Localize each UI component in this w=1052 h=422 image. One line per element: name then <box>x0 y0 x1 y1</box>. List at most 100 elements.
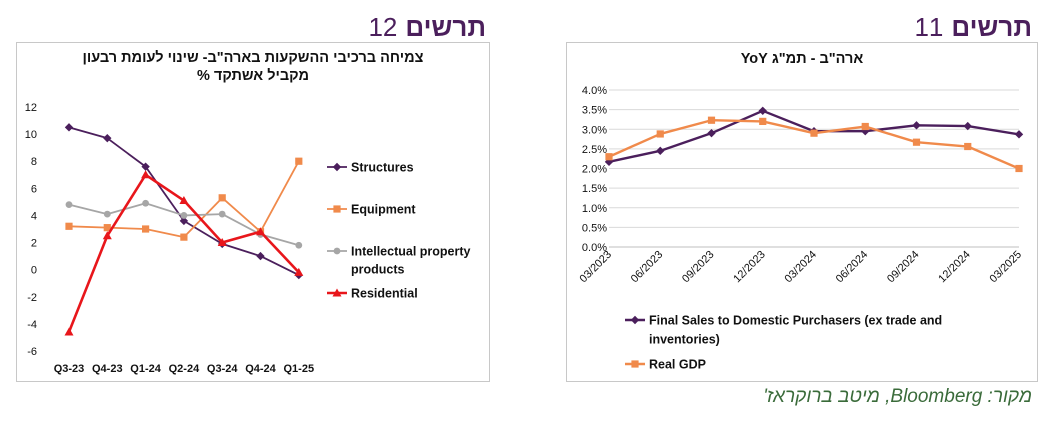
data-point <box>295 241 303 249</box>
legend-swatch-marker <box>332 162 342 172</box>
x-tick-label: 12/2024 <box>936 249 973 286</box>
y-tick-label: 4.0% <box>582 85 607 97</box>
data-point <box>102 231 112 240</box>
x-axis-labels: 03/2023 06/2023 09/2023 12/2023 03/2024 06/20… <box>578 249 1025 286</box>
y-tick-label: 3.5% <box>582 105 607 117</box>
legend-item: Intellectual property products <box>327 245 471 277</box>
legend-label: Equipment <box>351 203 416 217</box>
y-tick-label: -2 <box>27 292 37 304</box>
y-tick-label: 0 <box>31 265 37 277</box>
legend-swatch-marker <box>630 315 640 325</box>
series-residential <box>64 170 304 336</box>
figure-heading-11: תרשים11 <box>914 12 1032 43</box>
data-point <box>759 117 767 125</box>
data-point <box>861 122 869 131</box>
chart-12-title-line: צמיחה ברכיבי ההשקעות בארה"ב- שינוי לעומת… <box>82 50 423 66</box>
y-tick-label: 1.0% <box>582 203 607 215</box>
x-tick-label: 03/2023 <box>578 249 615 286</box>
series-real-gdp <box>605 116 1023 173</box>
data-point <box>256 251 265 261</box>
legend-label: Structures <box>351 161 414 175</box>
x-axis-labels: Q3-23 Q4-23 Q1-24 Q2-24 Q3-24 Q4-24 Q1-25 <box>54 363 314 375</box>
data-point <box>963 121 972 131</box>
data-point <box>707 128 716 138</box>
data-point <box>294 267 304 276</box>
legend-label: Real GDP <box>649 358 706 372</box>
x-tick-label: Q3-24 <box>207 363 238 375</box>
legend-label: Residential <box>351 287 418 301</box>
chart-11-title: ארה"ב - תמ"ג YoY <box>741 51 864 67</box>
data-point <box>217 238 227 247</box>
data-point <box>142 199 149 207</box>
data-point <box>912 138 921 146</box>
data-point <box>964 142 972 151</box>
y-tick-label: 4 <box>31 210 37 222</box>
y-tick-label: -6 <box>27 346 37 358</box>
data-point <box>142 225 150 233</box>
y-tick-label: 12 <box>25 102 37 114</box>
y-tick-label: 1.5% <box>582 183 607 195</box>
x-tick-label: 03/2025 <box>988 249 1025 286</box>
legend-item: Equipment <box>327 203 416 217</box>
legend-swatch-marker <box>333 205 341 213</box>
chart-12-panel: צמיחה ברכיבי ההשקעות בארה"ב- שינוי לעומת… <box>16 42 490 382</box>
y-tick-label: 2 <box>31 238 37 250</box>
data-point <box>758 106 767 116</box>
data-point <box>656 130 664 138</box>
y-axis-ticks: 12 10 8 6 4 2 0 -2 -4 -6 <box>25 102 37 358</box>
source-note: מקור: Bloomberg, מיטב ברוקראז' <box>763 386 1032 407</box>
figure-heading-word: תרשים <box>951 12 1032 42</box>
chart-11-svg: ארה"ב - תמ"ג YoY 4.0% 3.5% 3.0% 2.5% 2.0% 1.5%… <box>578 51 1025 372</box>
y-tick-label: 2.0% <box>582 164 607 176</box>
figure-heading-word: תרשים <box>405 12 486 42</box>
x-tick-label: Q1-24 <box>130 363 161 375</box>
data-point <box>64 327 74 336</box>
figure-heading-12: תרשים12 <box>368 12 486 43</box>
legend-swatch-marker <box>631 360 639 368</box>
data-point <box>810 129 818 137</box>
data-point <box>103 224 111 232</box>
legend-swatch-marker <box>332 288 342 297</box>
legend-item: Real GDP <box>625 358 706 372</box>
data-point <box>141 162 150 171</box>
x-tick-label: 06/2023 <box>629 249 666 286</box>
data-point <box>218 210 226 218</box>
x-tick-label: Q3-23 <box>54 363 85 375</box>
chart-12-title-line: מקביל אשתקד % <box>197 68 309 84</box>
data-point <box>65 201 73 209</box>
chart-12-svg: צמיחה ברכיבי ההשקעות בארה"ב- שינוי לעומת… <box>25 50 471 375</box>
x-tick-label: 03/2024 <box>783 249 820 286</box>
x-tick-label: Q4-24 <box>245 363 276 375</box>
x-tick-label: 09/2024 <box>885 249 922 286</box>
y-axis-ticks: 4.0% 3.5% 3.0% 2.5% 2.0% 1.5% 1.0% 0.5% 0.0% <box>582 85 607 254</box>
legend-label: inventories) <box>649 333 720 347</box>
data-point <box>180 212 188 219</box>
x-tick-label: Q4-23 <box>92 363 123 375</box>
x-tick-label: 09/2023 <box>680 249 717 286</box>
data-point <box>218 194 226 202</box>
data-point <box>65 222 73 230</box>
y-tick-label: 8 <box>31 156 37 168</box>
gridlines <box>609 89 1019 248</box>
data-point <box>103 210 111 218</box>
data-point <box>912 121 921 130</box>
data-point <box>256 227 265 236</box>
figure-heading-number: 11 <box>914 12 944 42</box>
data-point <box>179 216 189 226</box>
legend-label: Final Sales to Domestic Purchasers (ex t… <box>649 314 942 328</box>
y-tick-label: 0.5% <box>582 222 607 234</box>
y-tick-label: 2.5% <box>582 144 607 156</box>
data-point <box>179 196 189 205</box>
x-tick-label: 06/2024 <box>834 249 871 286</box>
data-point <box>605 153 613 161</box>
y-tick-label: 3.0% <box>582 124 607 136</box>
data-point <box>707 116 716 124</box>
x-tick-label: Q2-24 <box>169 363 200 375</box>
legend-swatch-marker <box>333 247 341 255</box>
data-point <box>1015 164 1023 173</box>
chart-11-legend: Final Sales to Domestic Purchasers (ex t… <box>625 314 942 372</box>
chart-12-legend: Structures Equipment Intellectual property… <box>327 161 471 301</box>
data-point <box>103 133 112 143</box>
legend-item: Residential <box>327 287 418 301</box>
data-point <box>295 157 303 165</box>
